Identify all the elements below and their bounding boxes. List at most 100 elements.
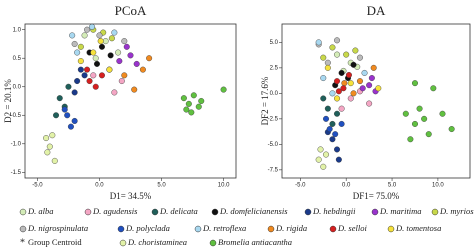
point xyxy=(352,47,359,54)
point xyxy=(92,55,99,62)
point xyxy=(329,136,336,143)
point xyxy=(416,105,423,112)
point xyxy=(115,49,122,56)
point xyxy=(338,120,345,127)
point xyxy=(81,32,88,39)
point xyxy=(56,95,63,102)
point xyxy=(188,109,195,116)
legend-marker xyxy=(329,225,337,233)
legend-marker xyxy=(194,225,202,233)
x-tick-label: 0.0 xyxy=(342,183,351,189)
point xyxy=(366,82,373,89)
legend-marker xyxy=(117,225,125,233)
point xyxy=(361,69,368,76)
centroid-marker: * xyxy=(20,237,25,248)
x-tick-label: 0.0 xyxy=(95,183,104,189)
point xyxy=(97,38,104,45)
plot-frame xyxy=(281,23,471,179)
point xyxy=(370,64,377,71)
legend-label: D. agudensis xyxy=(92,206,138,216)
point xyxy=(106,66,113,73)
x-tick-label: 5.0 xyxy=(388,183,397,189)
point xyxy=(198,97,205,104)
point xyxy=(347,95,354,102)
point xyxy=(323,115,330,122)
y-tick-label: 0.0 xyxy=(13,84,22,90)
point xyxy=(127,52,134,59)
legend-label: D. domfelicianensis xyxy=(219,206,288,216)
point xyxy=(320,163,327,170)
legend-marker xyxy=(431,208,439,216)
legend-label: D. myriostachya xyxy=(439,206,474,216)
point xyxy=(44,149,51,156)
chart-title: PCoA xyxy=(115,3,147,18)
point xyxy=(71,40,78,47)
point xyxy=(89,23,96,30)
point xyxy=(350,61,357,68)
point xyxy=(335,156,342,163)
point xyxy=(69,32,76,39)
point xyxy=(411,80,418,87)
legend-marker xyxy=(84,208,92,216)
point xyxy=(107,52,114,59)
point xyxy=(334,95,341,102)
y-tick-label: -5.0 xyxy=(268,142,279,148)
point xyxy=(77,43,84,50)
point xyxy=(146,55,153,62)
point xyxy=(102,38,109,45)
legend-label: D. maritima xyxy=(379,206,422,216)
point xyxy=(64,112,71,119)
point xyxy=(347,80,354,87)
chart-title: DA xyxy=(367,3,386,18)
point xyxy=(421,115,428,122)
point xyxy=(329,120,336,127)
point xyxy=(411,120,418,127)
point xyxy=(340,85,347,92)
point xyxy=(84,66,91,73)
point xyxy=(345,71,352,78)
point xyxy=(65,83,72,90)
point xyxy=(334,51,341,58)
point xyxy=(338,105,345,112)
legend-label: D. hebdingii xyxy=(312,206,356,216)
point xyxy=(425,131,432,138)
legend-marker xyxy=(211,208,219,216)
point xyxy=(93,60,100,67)
point xyxy=(366,100,373,107)
point xyxy=(356,78,363,85)
point xyxy=(329,90,336,97)
point xyxy=(92,83,99,90)
legend-marker xyxy=(387,225,395,233)
legend-label: D. selloi xyxy=(337,223,367,233)
point xyxy=(111,89,118,96)
point xyxy=(350,90,357,97)
legend-marker xyxy=(267,225,275,233)
y-tick-label: 0.5 xyxy=(13,56,22,62)
point xyxy=(96,32,103,39)
y-tick-label: -1.5 xyxy=(11,170,22,176)
point xyxy=(98,43,105,50)
point xyxy=(334,110,341,117)
point xyxy=(343,51,350,58)
point xyxy=(195,103,202,110)
y-tick-label: -0.5 xyxy=(11,113,22,119)
point xyxy=(49,132,56,139)
point xyxy=(317,146,324,153)
point xyxy=(139,66,146,73)
legend-marker xyxy=(209,239,217,247)
point xyxy=(77,66,84,73)
point xyxy=(368,75,375,82)
legend-label: D. alba xyxy=(27,206,54,216)
point xyxy=(324,59,331,66)
point xyxy=(180,95,187,102)
point xyxy=(407,136,414,143)
point xyxy=(190,92,197,99)
y-tick-label: 0.0 xyxy=(270,91,279,97)
point xyxy=(81,72,88,79)
point xyxy=(326,126,333,133)
y-tick-label: 5.0 xyxy=(270,40,279,46)
point xyxy=(220,86,227,93)
point xyxy=(77,58,84,65)
point xyxy=(341,80,348,87)
y-axis-label: DF2 = 17.6% xyxy=(260,76,270,125)
